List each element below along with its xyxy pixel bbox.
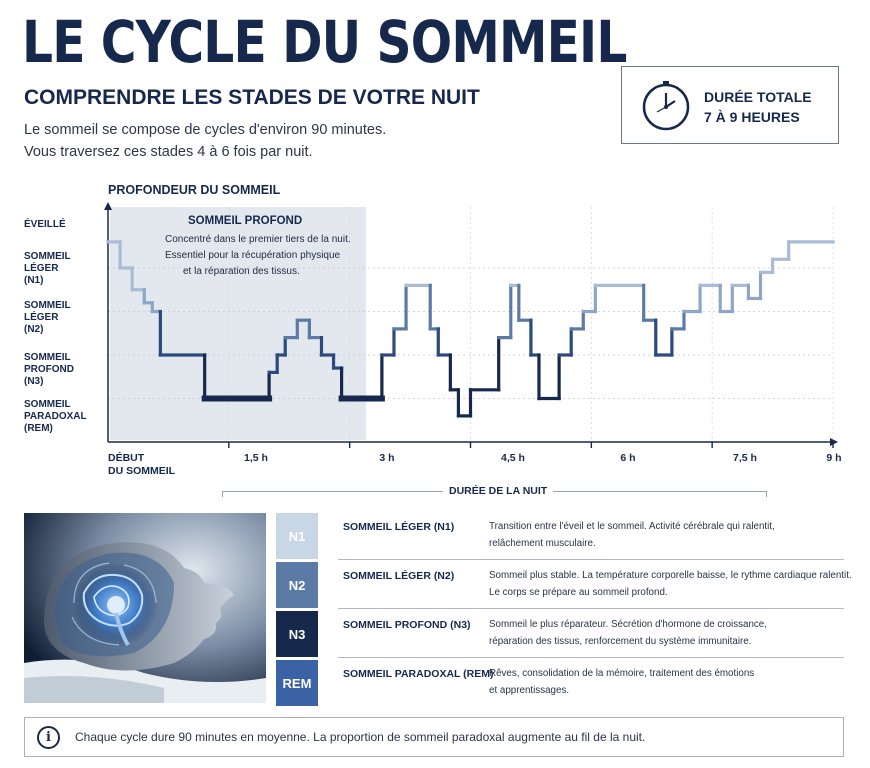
deep-sleep-annotation-text: et la réparation des tissus.: [183, 266, 300, 277]
x-tick-label: 1,5 h: [244, 452, 268, 464]
y-label-awake: ÉVEILLÉ: [24, 219, 66, 230]
deep-sleep-annotation-text: Concentré dans le premier tiers de la nu…: [165, 234, 351, 245]
x-tick-label: 4,5 h: [501, 452, 525, 464]
intro-text-line: Vous traversez ces stades 4 à 6 fois par…: [24, 144, 313, 160]
hypnogram-chart: [104, 202, 838, 448]
x-tick-label: 6 h: [620, 452, 636, 464]
stage-swatch-n3: N3: [276, 611, 318, 657]
info-icon: i: [37, 726, 60, 749]
y-label-n3: SOMMEIL PROFOND (N3): [24, 352, 74, 387]
info-note: i Chaque cycle dure 90 minutes en moyenn…: [24, 717, 844, 757]
sleeping-head-brain-illustration: [24, 513, 266, 703]
y-label-n1: SOMMEIL LÉGER (N1): [24, 251, 71, 286]
x-tick-label: 3 h: [379, 452, 395, 464]
deep-sleep-annotation-title: SOMMEIL PROFOND: [188, 215, 303, 227]
x-axis-title: DURÉE DE LA NUIT: [443, 485, 554, 497]
x-axis-arrow: [830, 438, 838, 446]
stage-name-n1: SOMMEIL LÉGER (N1): [343, 521, 455, 533]
duration-value: 7 À 9 HEURES: [704, 109, 800, 125]
row-divider: [338, 657, 844, 658]
stage-name-rem: SOMMEIL PARADOXAL (REM): [343, 668, 494, 680]
total-duration-box: DURÉE TOTALE 7 À 9 HEURES: [621, 66, 839, 144]
x-tick-label: 7,5 h: [733, 452, 757, 464]
y-axis-arrow: [104, 202, 112, 210]
x-tick-label: 9 h: [826, 452, 842, 464]
stage-description-n3: Sommeil le plus réparateur. Sécrétion d'…: [489, 619, 767, 647]
stage-swatch-rem: REM: [276, 660, 318, 706]
chart-title: PROFONDEUR DU SOMMEIL: [108, 183, 281, 197]
x-tick-label: DÉBUT DU SOMMEIL: [108, 452, 176, 477]
clock-icon: [642, 81, 690, 131]
y-label-n2: SOMMEIL LÉGER (N2): [24, 300, 71, 335]
page-subtitle: COMPRENDRE LES STADES DE VOTRE NUIT: [24, 86, 480, 109]
y-label-rem: SOMMEIL PARADOXAL (REM): [24, 399, 87, 434]
stage-description-rem: Rêves, consolidation de la mémoire, trai…: [489, 668, 755, 696]
row-divider: [338, 559, 844, 560]
stage-name-n2: SOMMEIL LÉGER (N2): [343, 570, 455, 582]
deep-sleep-annotation-text: Essentiel pour la récupération physique: [165, 250, 341, 261]
page-title: LE CYCLE DU SOMMEIL: [22, 8, 627, 76]
stage-swatch-n1: N1: [276, 513, 318, 559]
intro-text-line: Le sommeil se compose de cycles d'enviro…: [24, 122, 387, 138]
info-note-text: Chaque cycle dure 90 minutes en moyenne.…: [75, 730, 646, 744]
duration-label: DURÉE TOTALE: [704, 89, 812, 105]
stage-description-n2: Sommeil plus stable. La température corp…: [489, 570, 852, 598]
stage-swatch-n2: N2: [276, 562, 318, 608]
stage-description-n1: Transition entre l'éveil et le sommeil. …: [489, 521, 775, 549]
row-divider: [338, 608, 844, 609]
stage-name-n3: SOMMEIL PROFOND (N3): [343, 619, 471, 631]
